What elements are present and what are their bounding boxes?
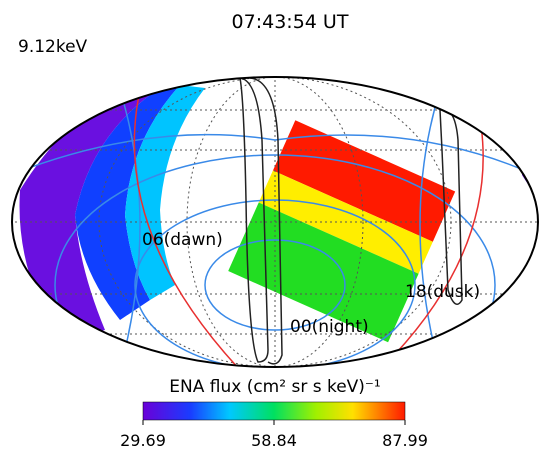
night-label: 00(night) xyxy=(290,317,369,337)
colorbar xyxy=(143,402,405,420)
energy-label: 9.12keV xyxy=(18,37,88,57)
colorbar-tick-label: 87.99 xyxy=(382,431,428,450)
ena-map-figure: 07:43:54 UT 9.12keV xyxy=(0,0,546,462)
colorbar-ticks: 29.69 58.84 87.99 xyxy=(120,420,428,450)
time-title: 07:43:54 UT xyxy=(232,11,349,33)
colorbar-tick-label: 29.69 xyxy=(120,431,166,450)
dawn-label: 06(dawn) xyxy=(142,230,223,250)
colorbar-title: ENA flux (cm² sr s keV)⁻¹ xyxy=(169,377,380,397)
colorbar-tick-label: 58.84 xyxy=(251,431,297,450)
dusk-label: 18(dusk) xyxy=(405,282,480,302)
